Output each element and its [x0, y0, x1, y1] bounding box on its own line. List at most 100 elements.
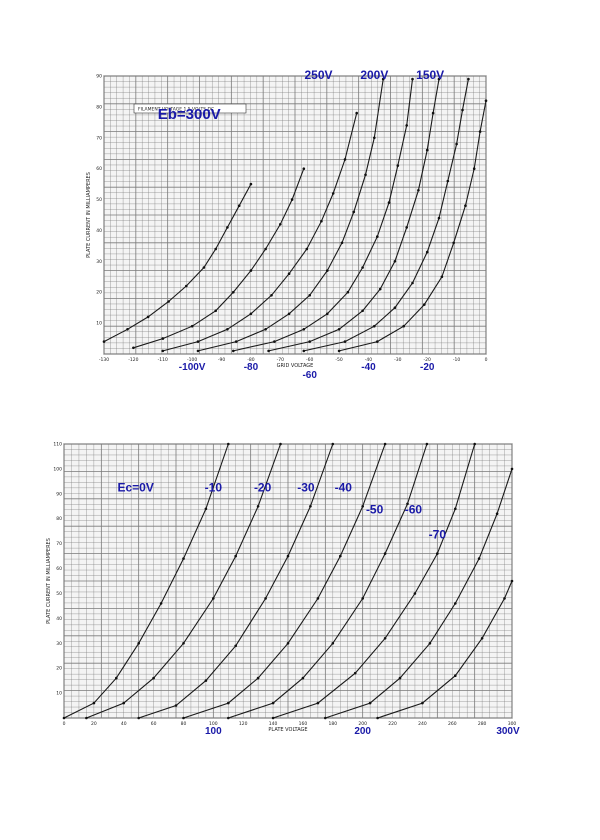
- below-axis-label: -100V: [179, 362, 206, 373]
- data-point: [484, 99, 488, 102]
- data-point: [182, 557, 185, 560]
- x-tick-label: 200: [358, 721, 367, 727]
- series-line: [133, 168, 305, 349]
- y-tick-label: 30: [56, 641, 62, 647]
- data-point: [132, 346, 135, 350]
- curve-annotation: -30: [297, 480, 315, 494]
- data-point: [472, 167, 476, 170]
- data-point: [376, 235, 379, 238]
- data-point: [287, 312, 291, 316]
- y-tick-label: 20: [56, 666, 62, 672]
- series-line: [63, 443, 229, 719]
- data-point: [234, 340, 238, 343]
- data-point: [411, 281, 414, 285]
- data-point: [405, 124, 409, 127]
- data-point: [355, 111, 359, 115]
- data-point: [454, 674, 457, 677]
- data-point: [337, 328, 341, 331]
- curve-annotation: 150V: [416, 68, 444, 82]
- data-point: [361, 266, 364, 269]
- transfer-characteristics-chart: -130 -120 -110 -100 -90 -80 -70 -60 -50 -40 -30 -20…: [86, 68, 488, 381]
- series-line: [86, 443, 282, 719]
- curve-annotation: Ec=0V: [117, 480, 153, 494]
- data-point: [510, 467, 514, 471]
- x-tick-label: -120: [128, 357, 138, 363]
- data-point: [256, 505, 260, 508]
- x-tick-label: 160: [299, 721, 308, 727]
- data-point: [353, 671, 357, 675]
- data-point: [446, 179, 450, 183]
- data-point: [423, 303, 426, 306]
- y-tick-label: 80: [56, 516, 62, 522]
- x-tick-label: 300: [508, 721, 517, 727]
- data-point: [337, 349, 341, 353]
- data-point: [454, 602, 457, 605]
- data-point: [383, 637, 387, 640]
- data-point: [467, 77, 470, 81]
- data-point: [137, 642, 140, 645]
- curve-annotation: Eb=300V: [158, 106, 221, 123]
- data-point: [343, 158, 347, 161]
- data-point: [249, 312, 253, 316]
- y-tick-label: 80: [96, 104, 102, 110]
- data-point: [115, 676, 118, 680]
- data-point: [267, 349, 270, 353]
- data-point: [234, 554, 237, 558]
- y-tick-label: 90: [56, 491, 62, 497]
- data-point: [227, 701, 230, 705]
- data-point: [417, 189, 420, 192]
- data-point: [92, 701, 96, 705]
- x-tick-label: 60: [151, 721, 157, 727]
- data-point: [301, 676, 305, 680]
- data-point: [324, 716, 327, 720]
- y-tick-label: 10: [96, 321, 102, 327]
- data-point: [167, 300, 170, 303]
- data-point: [368, 701, 372, 705]
- grid: [63, 443, 513, 719]
- x-tick-label: -40: [365, 357, 372, 363]
- x-tick-label: 0: [63, 721, 66, 727]
- x-tick-label: -90: [218, 357, 225, 363]
- x-tick-label: -50: [335, 357, 342, 363]
- data-point: [373, 136, 376, 140]
- data-point: [182, 716, 185, 720]
- below-axis-label: 300V: [496, 726, 520, 737]
- data-point: [302, 328, 306, 331]
- data-point: [473, 442, 477, 446]
- data-point: [320, 219, 323, 223]
- data-point: [478, 130, 482, 133]
- series-line: [228, 443, 428, 719]
- data-point: [126, 328, 129, 331]
- x-tick-label: 140: [269, 721, 278, 727]
- y-tick-label: 50: [56, 591, 62, 597]
- data-point: [411, 77, 414, 81]
- data-point: [440, 275, 444, 279]
- y-tick-label: 10: [56, 691, 62, 697]
- data-point: [256, 676, 260, 680]
- x-tick-label: 280: [478, 721, 487, 727]
- curve-annotation: -60: [405, 503, 423, 517]
- x-tick-label: 180: [329, 721, 338, 727]
- data-point: [227, 442, 230, 446]
- x-tick-label: -20: [424, 357, 431, 363]
- data-point: [413, 592, 417, 595]
- data-point: [302, 349, 306, 353]
- x-tick-label: -110: [158, 357, 168, 363]
- x-tick-label: 220: [388, 721, 397, 727]
- y-tick-label: 60: [56, 566, 62, 572]
- data-point: [376, 340, 379, 343]
- data-point: [331, 442, 335, 446]
- x-tick-label: -10: [453, 357, 460, 363]
- y-tick-label: 70: [96, 135, 102, 141]
- data-point: [232, 290, 235, 294]
- y-tick-label: 90: [96, 74, 102, 80]
- data-point: [331, 642, 335, 645]
- data-point: [308, 340, 312, 343]
- y-tick-label: 40: [56, 616, 62, 622]
- curve-annotation: -10: [205, 480, 223, 494]
- data-point: [122, 701, 125, 705]
- data-point: [425, 442, 429, 446]
- data-point: [383, 552, 387, 555]
- y-tick-label: 70: [56, 541, 62, 547]
- data-point: [273, 340, 276, 343]
